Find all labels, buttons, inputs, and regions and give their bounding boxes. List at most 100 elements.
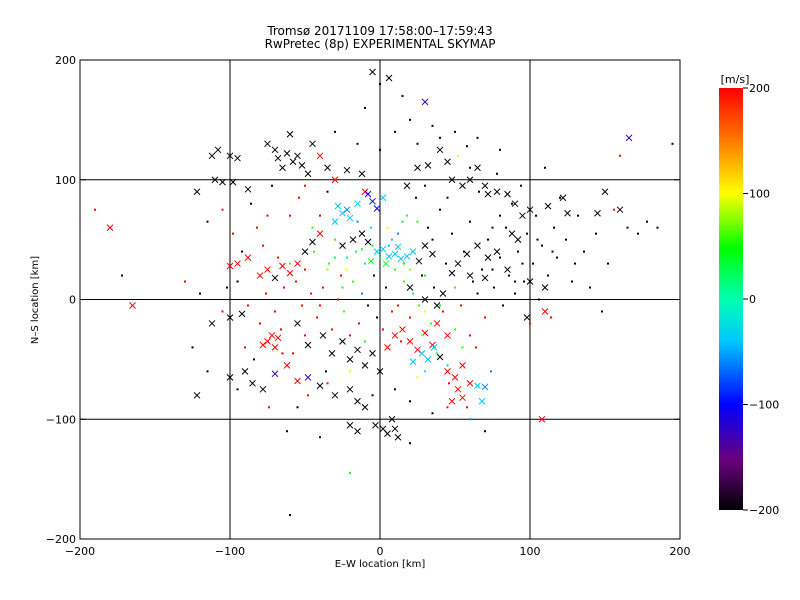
data-point-dot xyxy=(325,370,327,373)
data-point-cross-stroke xyxy=(394,243,402,251)
data-point-cross xyxy=(424,162,432,169)
data-point-dot xyxy=(379,298,381,301)
data-point-dot xyxy=(446,364,449,367)
data-point-cross-stroke xyxy=(331,391,339,399)
data-point-cross xyxy=(271,370,279,378)
data-point-cross xyxy=(259,341,267,349)
data-point-cross xyxy=(459,362,466,369)
data-point-dot xyxy=(490,370,492,373)
data-point-cross-stroke xyxy=(226,314,234,321)
data-point-dot xyxy=(571,280,573,283)
data-point-dot xyxy=(499,256,501,259)
colorbar xyxy=(719,88,743,510)
data-point-cross-stroke xyxy=(391,425,399,433)
data-point-cross-stroke xyxy=(519,212,526,220)
data-point-dot xyxy=(505,226,507,229)
data-point-cross-stroke xyxy=(406,284,414,291)
data-point-cross-stroke xyxy=(466,379,474,387)
data-point-cross-stroke xyxy=(264,266,271,273)
data-point-cross-stroke xyxy=(294,320,301,327)
data-point-cross-stroke xyxy=(343,206,351,214)
data-point-dot xyxy=(349,334,351,337)
data-point-cross xyxy=(601,188,609,196)
colorbar-tick-label: 100 xyxy=(749,188,770,201)
data-point-cross-stroke xyxy=(238,310,246,318)
data-point-cross xyxy=(214,146,222,154)
data-point-dot xyxy=(427,226,429,229)
data-point-cross xyxy=(294,377,301,385)
data-point-dot xyxy=(613,208,615,211)
data-point-dot xyxy=(394,388,396,391)
data-point-cross-stroke xyxy=(433,320,441,327)
data-point-cross xyxy=(369,350,376,357)
data-point-dot xyxy=(550,316,552,319)
data-point-cross xyxy=(367,257,375,265)
data-point-dot xyxy=(526,232,528,235)
data-point-cross xyxy=(399,326,406,333)
data-point-dot xyxy=(379,256,381,259)
data-point-cross-stroke xyxy=(391,332,399,339)
data-point-dot xyxy=(431,412,434,415)
data-point-cross-stroke xyxy=(454,260,462,267)
data-point-dot xyxy=(281,352,284,355)
data-point-cross-stroke xyxy=(466,176,474,184)
data-point-dot xyxy=(559,196,561,199)
data-point-dot xyxy=(382,328,384,331)
data-point-dot xyxy=(517,250,519,253)
data-point-dot xyxy=(191,346,194,349)
data-point-cross xyxy=(331,218,339,226)
data-point-dot xyxy=(469,220,471,223)
data-point-cross xyxy=(625,134,633,142)
data-point-cross-stroke xyxy=(421,98,429,106)
data-point-dot xyxy=(286,430,288,433)
data-point-cross xyxy=(316,382,324,390)
data-point-cross xyxy=(369,68,376,76)
data-point-cross xyxy=(526,278,534,285)
data-point-cross xyxy=(444,367,451,375)
data-point-cross xyxy=(409,358,417,366)
data-point-cross xyxy=(271,344,279,351)
x-axis-label: E–W location [km] xyxy=(335,559,426,570)
data-point-cross xyxy=(256,272,264,279)
data-point-cross-stroke xyxy=(364,238,372,246)
data-point-dot xyxy=(356,142,359,145)
data-point-cross-stroke xyxy=(319,332,327,339)
data-point-dot xyxy=(364,106,366,109)
data-point-cross-stroke xyxy=(229,178,237,186)
data-point-cross-stroke xyxy=(268,332,276,339)
data-point-cross xyxy=(301,248,309,255)
data-point-cross xyxy=(331,391,339,399)
data-point-dot xyxy=(361,248,363,251)
data-point-dot xyxy=(484,430,486,433)
data-point-dot xyxy=(445,262,447,265)
data-point-cross-stroke xyxy=(625,134,633,142)
data-point-dot xyxy=(487,238,489,241)
data-point-cross xyxy=(526,206,534,214)
data-point-cross xyxy=(259,385,267,393)
data-point-cross-stroke xyxy=(376,367,384,375)
colorbar-unit-label: [m/s] xyxy=(721,73,750,86)
data-point-cross xyxy=(339,242,346,249)
y-axis-label: N–S location [km] xyxy=(30,256,41,344)
data-point-cross-stroke xyxy=(358,170,366,178)
data-point-dot xyxy=(544,166,546,169)
data-point-dot xyxy=(397,232,399,235)
data-point-cross-stroke xyxy=(339,242,346,249)
data-point-cross xyxy=(397,255,405,263)
data-point-cross xyxy=(466,379,474,387)
data-point-cross-stroke xyxy=(271,274,279,282)
data-point-cross xyxy=(474,164,481,172)
data-point-cross-stroke xyxy=(429,341,436,349)
data-point-dot xyxy=(283,286,285,289)
data-point-dot xyxy=(499,214,501,217)
data-point-cross-stroke xyxy=(309,238,316,246)
data-point-cross-stroke xyxy=(264,338,271,345)
data-point-dot xyxy=(538,298,540,301)
data-point-dot xyxy=(271,184,273,187)
data-point-cross xyxy=(298,162,306,169)
data-point-dot xyxy=(316,316,318,319)
grid-lines xyxy=(80,60,680,539)
data-point-dot xyxy=(424,370,426,373)
data-point-cross-stroke xyxy=(448,176,456,184)
data-point-cross xyxy=(421,296,429,303)
